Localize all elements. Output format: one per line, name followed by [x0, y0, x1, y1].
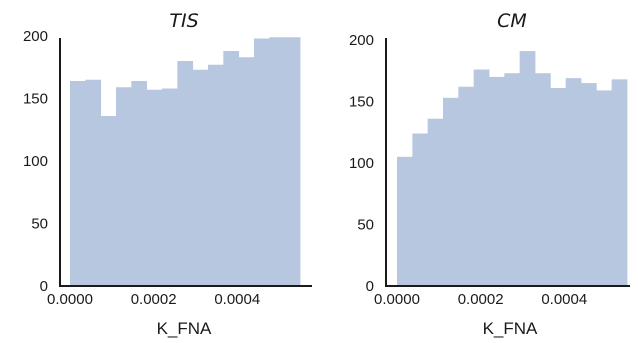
histogram-bar — [177, 61, 194, 286]
bars-group — [70, 37, 301, 286]
histogram-bar — [443, 97, 459, 286]
histogram-bar — [397, 156, 413, 286]
histogram-bar — [458, 86, 475, 287]
histogram-bar — [581, 83, 597, 286]
x-axis-label: K_FNA — [157, 319, 212, 338]
histogram-bar — [489, 76, 505, 287]
x-tick-label: 0.0002 — [131, 291, 177, 308]
histogram-bar — [208, 64, 224, 286]
histogram-bar — [100, 116, 117, 286]
histogram-bar — [596, 90, 613, 287]
histogram-panel-tis: TIS 0 50 100 150 200 0.0000 0.0002 0.0004 K_FN… — [23, 10, 312, 338]
histogram-bar — [611, 79, 628, 286]
y-tick-label: 50 — [357, 217, 374, 234]
histogram-bar — [473, 69, 490, 287]
x-tick-label: 0.0000 — [374, 291, 420, 308]
x-tick-labels: 0.0000 0.0002 0.0004 — [47, 291, 260, 308]
y-tick-labels: 0 50 100 150 200 — [23, 28, 48, 295]
y-tick-label: 0 — [366, 278, 374, 295]
histogram-bar — [131, 81, 148, 286]
y-tick-label: 50 — [31, 216, 48, 233]
x-axis-label: K_FNA — [483, 319, 538, 338]
histogram-bar — [116, 87, 132, 286]
histogram-bar — [269, 37, 286, 286]
chart-title: CM — [497, 10, 527, 32]
y-tick-label: 200 — [349, 32, 374, 49]
y-tick-label: 150 — [23, 91, 48, 108]
x-tick-label: 0.0004 — [541, 291, 587, 308]
y-tick-label: 200 — [23, 28, 48, 45]
bars-group — [397, 51, 628, 287]
histogram-bar — [162, 88, 178, 286]
histogram-bar — [284, 37, 301, 286]
histogram-bar — [85, 79, 102, 286]
y-tick-label: 100 — [349, 155, 374, 172]
x-tick-label: 0.0000 — [47, 291, 93, 308]
histogram-bar — [146, 89, 163, 286]
x-tick-labels: 0.0000 0.0002 0.0004 — [374, 291, 587, 308]
histogram-panel-cm: CM 0 50 100 150 200 0.0000 0.0002 0.0004 K_FNA — [349, 10, 630, 338]
histogram-bar — [70, 81, 86, 286]
histogram-bar — [519, 51, 536, 286]
histogram-bar — [238, 57, 255, 286]
histogram-bar — [565, 78, 582, 286]
histogram-bar — [254, 38, 270, 286]
chart-title: TIS — [169, 10, 198, 32]
y-tick-label: 0 — [40, 278, 48, 295]
histogram-bar — [550, 87, 567, 286]
histogram-bar — [223, 51, 240, 286]
x-tick-label: 0.0004 — [214, 291, 260, 308]
histogram-bar — [535, 73, 551, 287]
histogram-bar — [192, 69, 209, 286]
y-tick-label: 100 — [23, 153, 48, 170]
histogram-bar — [504, 73, 521, 287]
y-tick-label: 150 — [349, 94, 374, 111]
histogram-bar — [427, 118, 444, 286]
x-tick-label: 0.0002 — [458, 291, 504, 308]
histogram-bar — [412, 133, 429, 286]
y-tick-labels: 0 50 100 150 200 — [349, 32, 374, 295]
